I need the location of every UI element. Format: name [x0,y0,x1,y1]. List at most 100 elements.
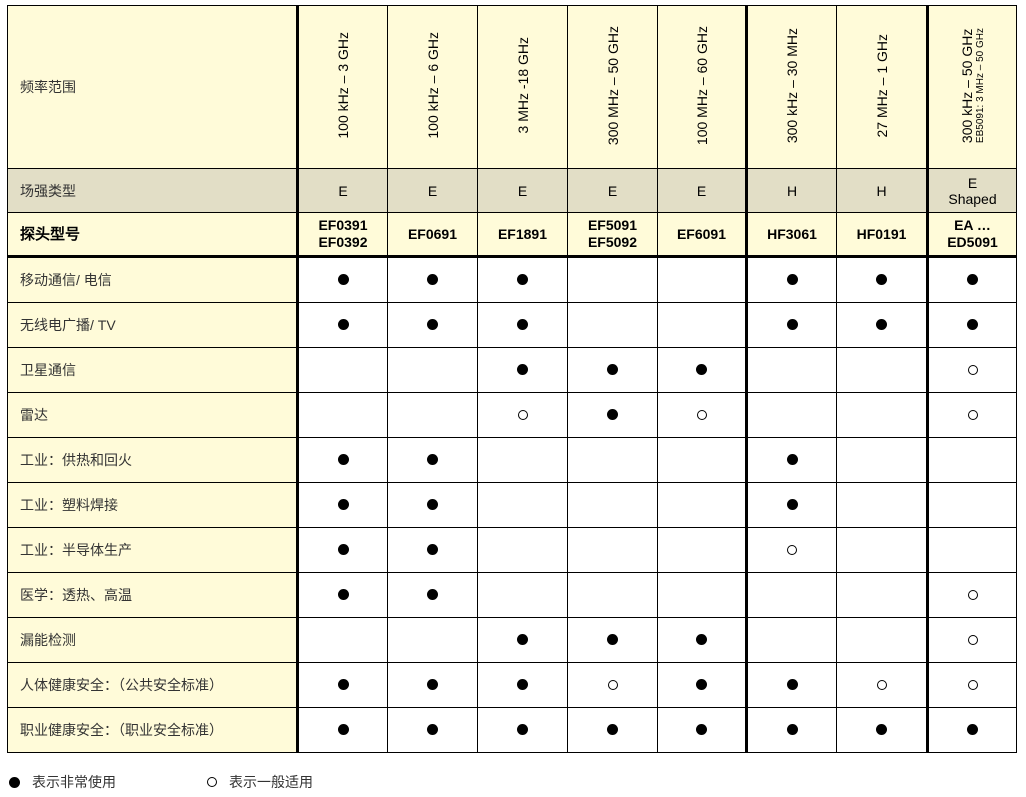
suitability-cell [657,707,747,753]
filled-dot-icon [967,724,978,735]
probe-model-label: 探头型号 [7,212,298,258]
probe-model: EA … [954,217,991,233]
suitability-cell [926,572,1017,618]
filled-dot-icon [876,319,887,330]
suitability-cell [836,347,928,393]
probe-model: EF0691 [407,225,458,242]
field-type-label: 场强类型 [7,168,298,213]
suitability-cell [477,527,568,573]
filled-dot-icon [427,589,438,600]
table-row: 无线电广播/ TV [7,302,1017,348]
field-type: E [967,174,978,191]
filled-dot-icon [337,499,349,510]
application-label: 工业：塑料焊接 [7,482,298,528]
field-type: E [696,182,707,199]
filled-dot-icon [607,724,618,735]
suitability-cell [567,347,658,393]
probe-model-alt: ED5091 [947,234,998,250]
frequency-label: 频率范围 [7,5,298,169]
suitability-cell [836,527,928,573]
suitability-cell [387,617,478,663]
suitability-cell [745,392,837,438]
table-row: 医学：透热、高温 [7,572,1017,618]
field-type-cell: E [387,168,478,213]
table-row: 漏能检测 [7,617,1017,663]
field-type-cell: E [296,168,388,213]
frequency-cell: 27 MHz – 1 GHz [836,5,928,169]
suitability-cell [745,662,837,708]
field-type-cell: E [567,168,658,213]
field-type-cell: E Shaped [926,168,1017,213]
suitability-cell [477,572,568,618]
suitability-cell [477,392,568,438]
application-label: 工业：半导体生产 [7,527,298,573]
suitability-cell [836,302,928,348]
hollow-circle-icon [967,635,978,645]
suitability-cell [477,256,568,303]
suitability-cell [387,347,478,393]
application-label: 移动通信/ 电信 [7,256,298,303]
frequency-range: 3 MHz -18 GHz [514,37,531,134]
suitability-cell [836,437,928,483]
suitability-cell [926,617,1017,663]
filled-dot-icon [427,274,438,285]
suitability-cell [657,302,747,348]
filled-dot-icon [427,319,438,330]
suitability-cell [836,617,928,663]
filled-dot-icon [517,724,528,735]
probe-model-cell: EF5091 EF5092 [567,212,658,258]
probe-model-row: 探头型号 EF0391 EF0392 EF0691 EF1891 EF5091 EF5092… [7,212,1017,258]
suitability-cell [387,437,478,483]
filled-dot-icon [427,724,438,735]
suitability-cell [296,527,388,573]
suitability-cell [836,662,928,708]
application-label: 医学：透热、高温 [7,572,298,618]
suitability-cell [745,617,837,663]
suitability-cell [387,527,478,573]
field-type-row: 场强类型 E E E E E H H E Shaped [7,168,1017,213]
suitability-cell [657,572,747,618]
suitability-cell [745,256,837,303]
probe-model-cell: EF0391 EF0392 [296,212,388,258]
filled-dot-icon [786,679,798,690]
frequency-range: 100 MHz – 60 GHz [693,25,710,146]
table-row: 雷达 [7,392,1017,438]
table-row: 工业：半导体生产 [7,527,1017,573]
hollow-circle-icon [696,410,707,420]
suitability-cell [836,256,928,303]
probe-model-cell: HF0191 [836,212,928,258]
suitability-cell [387,256,478,303]
application-label: 职业健康安全：（职业安全标准） [7,707,298,753]
suitability-cell [567,572,658,618]
frequency-range: 300 MHz – 50 GHz [604,25,621,146]
suitability-cell [836,707,928,753]
filled-dot-icon [786,274,798,285]
frequency-cell: 100 kHz – 6 GHz [387,5,478,169]
field-type: E [427,182,438,199]
suitability-cell [657,347,747,393]
probe-model-alt: EF5092 [587,234,638,250]
table-row: 职业健康安全：（职业安全标准） [7,707,1017,753]
frequency-cell: 300 MHz – 50 GHz [567,5,658,169]
suitability-cell [657,482,747,528]
field-type: E [338,182,348,199]
probe-model-cell: HF3061 [745,212,837,258]
filled-dot-icon [696,634,707,645]
suitability-cell [477,707,568,753]
suitability-cell [477,617,568,663]
application-label: 工业：供热和回火 [7,437,298,483]
suitability-cell [567,256,658,303]
suitability-cell [745,707,837,753]
table-row: 人体健康安全：（公共安全标准） [7,662,1017,708]
suitability-cell [745,302,837,348]
probe-model: EF1891 [497,225,548,242]
suitability-cell [926,347,1017,393]
suitability-cell [926,392,1017,438]
hollow-circle-icon [787,545,797,555]
suitability-cell [477,302,568,348]
frequency-cell: 100 kHz – 3 GHz [296,5,388,169]
suitability-cell [296,347,388,393]
filled-dot-icon [786,319,798,330]
filled-dot-icon [427,454,438,465]
field-type-cell: H [836,168,928,213]
